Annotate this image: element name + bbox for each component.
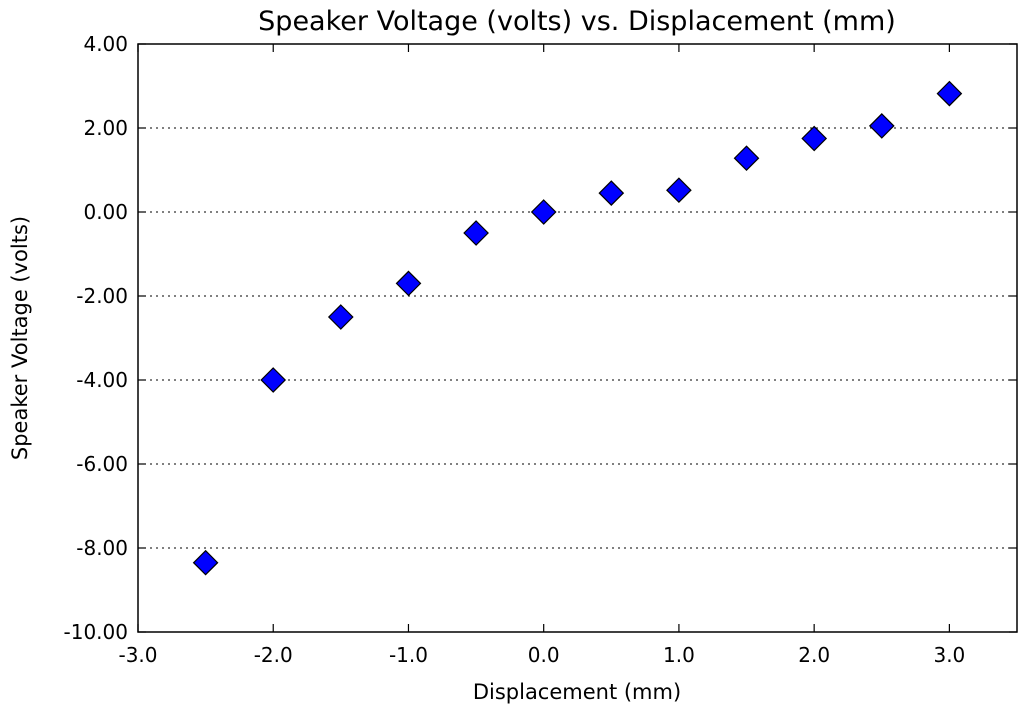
y-axis-label: Speaker Voltage (volts) (8, 216, 32, 460)
data-point (801, 125, 828, 152)
x-tick-label: -2.0 (254, 643, 293, 667)
data-point (260, 367, 287, 393)
data-point (463, 220, 489, 246)
data-point (327, 304, 354, 330)
data-point (598, 180, 625, 206)
y-tick-label: 0.00 (83, 200, 128, 224)
y-tick-label: 4.00 (83, 32, 128, 56)
x-tick-label: 2.0 (798, 643, 830, 667)
chart-title: Speaker Voltage (volts) vs. Displacement… (258, 6, 896, 37)
data-point (733, 145, 760, 172)
x-tick-label: -3.0 (118, 643, 157, 667)
y-axis: 4.00 2.00 0.00 -2.00 -4.00 -6.00 -8.00 -10.00 (64, 32, 1017, 644)
x-tick-label: 3.0 (933, 643, 965, 667)
data-point (868, 113, 895, 139)
data-point (666, 177, 692, 204)
x-tick-label: 1.0 (663, 643, 695, 667)
x-tick-label: -1.0 (389, 643, 428, 667)
data-point (936, 80, 963, 107)
y-tick-label: 2.00 (83, 116, 128, 140)
x-axis-label: Displacement (mm) (473, 680, 681, 704)
grid-lines (138, 127, 1017, 549)
y-tick-label: -2.00 (76, 284, 128, 308)
data-point (192, 549, 219, 576)
data-point (395, 270, 422, 297)
y-tick-label: -4.00 (76, 368, 128, 392)
y-tick-label: -6.00 (76, 452, 128, 476)
y-tick-label: -8.00 (76, 536, 128, 560)
x-tick-label: 0.0 (528, 643, 560, 667)
y-tick-label: -10.00 (64, 620, 128, 644)
x-axis: -3.0 -2.0 -1.0 0.0 1.0 2.0 3.0 (118, 44, 965, 667)
data-points (192, 80, 963, 576)
data-point (530, 199, 557, 225)
plot-area (137, 43, 1018, 633)
